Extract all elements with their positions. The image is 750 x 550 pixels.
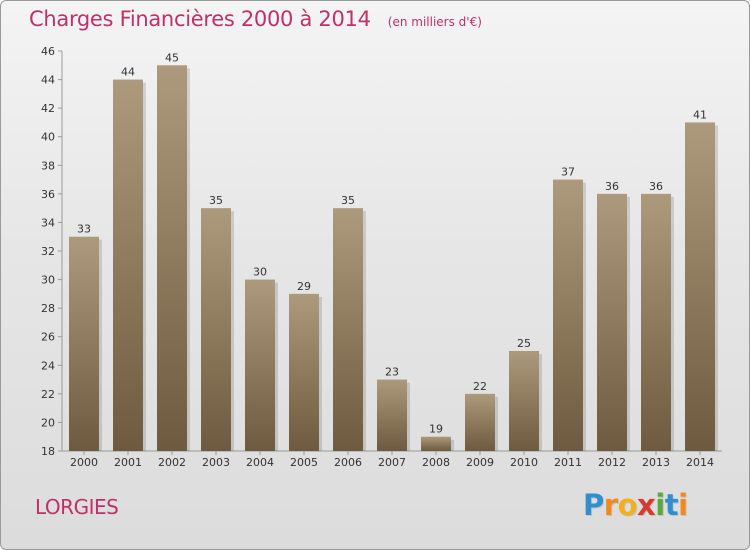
logo-letter: i xyxy=(655,488,665,522)
logo-letter: o xyxy=(617,488,638,522)
data-label: 45 xyxy=(165,51,179,64)
y-tick-label: 18 xyxy=(41,445,55,458)
x-tick-label: 2010 xyxy=(510,456,538,469)
data-label: 35 xyxy=(209,194,223,207)
chart-axes: 18 20 22 24 26 28 30 32 34 36 38 40 42 44 46 2000 2001 20… xyxy=(41,45,722,469)
x-tick-label: 2011 xyxy=(554,456,582,469)
chart-subtitle: (en milliers d'€) xyxy=(387,15,482,29)
x-tick-label: 2001 xyxy=(114,456,142,469)
y-tick-label: 20 xyxy=(41,416,55,429)
bar-2000 xyxy=(69,236,99,451)
chart-data-labels: 33 44 45 35 30 29 35 23 19 22 25 37 36 36 41 xyxy=(77,51,707,435)
chart-bars xyxy=(69,65,718,452)
commune-name: LORGIES xyxy=(35,495,119,519)
y-tick-label: 22 xyxy=(41,388,55,401)
y-tick-label: 40 xyxy=(41,131,55,144)
data-label: 41 xyxy=(693,108,707,121)
data-label: 37 xyxy=(561,166,575,179)
x-tick-label: 2007 xyxy=(378,456,406,469)
data-label: 19 xyxy=(429,423,443,436)
bar-2003 xyxy=(201,208,231,451)
bar-2008 xyxy=(421,436,451,451)
x-tick-label: 2004 xyxy=(246,456,274,469)
bar-2007 xyxy=(377,379,407,451)
y-tick-label: 44 xyxy=(41,74,55,87)
data-label: 29 xyxy=(297,280,311,293)
logo-letter: P xyxy=(583,488,604,522)
y-tick-label: 26 xyxy=(41,331,55,344)
x-tick-label: 2005 xyxy=(290,456,318,469)
y-tick-label: 24 xyxy=(41,359,55,372)
y-tick-label: 34 xyxy=(41,216,55,229)
y-tick-label: 28 xyxy=(41,302,55,315)
bar-2001 xyxy=(113,79,143,452)
y-tick-label: 36 xyxy=(41,188,55,201)
bar-2005 xyxy=(289,293,319,451)
data-label: 36 xyxy=(649,180,663,193)
bar-2009 xyxy=(465,393,495,451)
y-tick-label: 32 xyxy=(41,245,55,258)
y-tick-label: 46 xyxy=(41,45,55,58)
title-row: Charges Financières 2000 à 2014 (en mill… xyxy=(29,7,482,31)
x-tick-label: 2002 xyxy=(158,456,186,469)
y-tick-label: 42 xyxy=(41,102,55,115)
logo-letter: t xyxy=(664,488,679,522)
x-tick-label: 2003 xyxy=(202,456,230,469)
proxiti-logo: Proxiti xyxy=(583,488,688,522)
chart-title: Charges Financières 2000 à 2014 xyxy=(29,7,371,31)
x-tick-label: 2008 xyxy=(422,456,450,469)
data-label: 23 xyxy=(385,366,399,379)
bar-2013 xyxy=(641,193,671,451)
x-tick-label: 2012 xyxy=(598,456,626,469)
bar-2010 xyxy=(509,351,539,451)
x-tick-label: 2014 xyxy=(686,456,714,469)
data-label: 35 xyxy=(341,194,355,207)
logo-letter: r xyxy=(603,488,618,522)
data-label: 22 xyxy=(473,380,487,393)
data-label: 30 xyxy=(253,266,267,279)
bar-2012 xyxy=(597,193,627,451)
bar-2002 xyxy=(157,65,187,452)
logo-letter: x xyxy=(637,488,656,522)
x-tick-label: 2006 xyxy=(334,456,362,469)
x-tick-label: 2013 xyxy=(642,456,670,469)
y-tick-label: 30 xyxy=(41,274,55,287)
data-label: 44 xyxy=(121,66,135,79)
bar-2006 xyxy=(333,208,363,451)
data-label: 36 xyxy=(605,180,619,193)
x-tick-label: 2000 xyxy=(70,456,98,469)
data-label: 25 xyxy=(517,337,531,350)
y-tick-label: 38 xyxy=(41,159,55,172)
bar-2014 xyxy=(685,122,715,451)
x-tick-label: 2009 xyxy=(466,456,494,469)
logo-letter: i xyxy=(678,488,688,522)
data-label: 33 xyxy=(77,223,91,236)
bar-2011 xyxy=(553,179,583,452)
bar-2004 xyxy=(245,279,275,451)
